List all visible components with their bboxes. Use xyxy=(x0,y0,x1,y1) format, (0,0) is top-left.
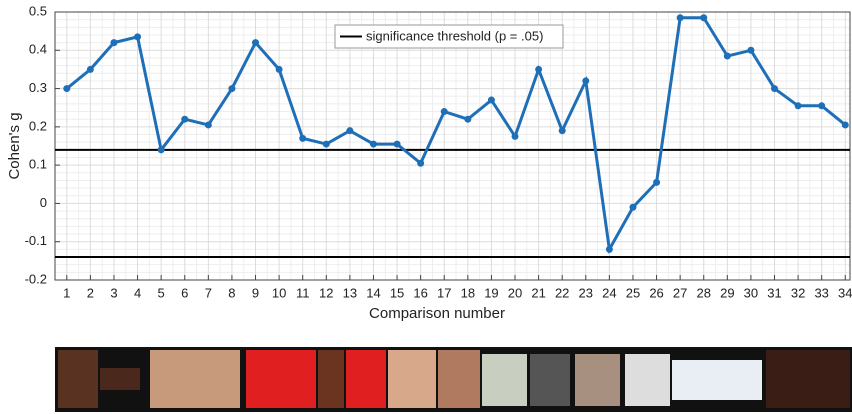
y-tick-label: 0.2 xyxy=(29,118,47,133)
y-tick-label: -0.2 xyxy=(25,271,47,286)
strip-image xyxy=(530,354,570,406)
data-point xyxy=(323,141,330,148)
x-tick-label: 24 xyxy=(602,285,616,300)
stimulus-strip xyxy=(55,347,852,412)
strip-image xyxy=(318,350,344,408)
legend-label: significance threshold (p = .05) xyxy=(366,28,543,43)
x-tick-label: 19 xyxy=(484,285,498,300)
data-point xyxy=(771,85,778,92)
data-point xyxy=(205,121,212,128)
x-tick-label: 5 xyxy=(158,285,165,300)
x-tick-label: 31 xyxy=(767,285,781,300)
x-tick-label: 21 xyxy=(531,285,545,300)
x-tick-label: 16 xyxy=(413,285,427,300)
strip-image xyxy=(766,350,850,408)
data-point xyxy=(110,39,117,46)
plot-frame xyxy=(55,12,850,280)
data-point xyxy=(134,33,141,40)
x-tick-label: 2 xyxy=(87,285,94,300)
strip-image xyxy=(438,350,480,408)
x-tick-label: 13 xyxy=(343,285,357,300)
x-tick-label: 9 xyxy=(252,285,259,300)
x-tick-label: 10 xyxy=(272,285,286,300)
x-tick-label: 33 xyxy=(814,285,828,300)
x-tick-label: 8 xyxy=(228,285,235,300)
data-point xyxy=(87,66,94,73)
x-tick-label: 28 xyxy=(697,285,711,300)
x-tick-label: 6 xyxy=(181,285,188,300)
data-point xyxy=(582,77,589,84)
x-tick-label: 1 xyxy=(63,285,70,300)
y-tick-label: 0.3 xyxy=(29,80,47,95)
data-point xyxy=(700,14,707,21)
strip-image xyxy=(346,350,386,408)
strip-image xyxy=(246,350,316,408)
data-point xyxy=(63,85,70,92)
data-point xyxy=(535,66,542,73)
data-point xyxy=(724,53,731,60)
strip-image xyxy=(388,350,436,408)
data-point xyxy=(394,141,401,148)
grid xyxy=(55,12,850,280)
x-tick-label: 18 xyxy=(461,285,475,300)
x-tick-label: 12 xyxy=(319,285,333,300)
x-tick-label: 15 xyxy=(390,285,404,300)
x-tick-label: 30 xyxy=(744,285,758,300)
x-tick-label: 22 xyxy=(555,285,569,300)
data-point xyxy=(158,146,165,153)
data-point xyxy=(417,160,424,167)
y-axis-title: Cohen's g xyxy=(6,112,23,179)
x-tick-label: 32 xyxy=(791,285,805,300)
data-point xyxy=(677,14,684,21)
x-tick-label: 14 xyxy=(366,285,380,300)
x-tick-label: 20 xyxy=(508,285,522,300)
y-tick-label: 0.4 xyxy=(29,42,47,57)
data-point xyxy=(346,127,353,134)
x-tick-label: 3 xyxy=(110,285,117,300)
x-tick-label: 4 xyxy=(134,285,141,300)
x-tick-label: 29 xyxy=(720,285,734,300)
data-point xyxy=(512,133,519,140)
data-point xyxy=(747,47,754,54)
strip-image xyxy=(150,350,240,408)
x-tick-label: 7 xyxy=(205,285,212,300)
strip-image xyxy=(482,354,527,406)
data-point xyxy=(441,108,448,115)
data-point xyxy=(370,141,377,148)
data-point xyxy=(606,246,613,253)
x-tick-label: 23 xyxy=(579,285,593,300)
data-point xyxy=(228,85,235,92)
strip-image xyxy=(58,350,98,408)
y-tick-label: -0.1 xyxy=(25,233,47,248)
data-point xyxy=(629,204,636,211)
chart: Cohen's g Comparison number significance… xyxy=(0,0,852,414)
data-point xyxy=(464,116,471,123)
data-point xyxy=(276,66,283,73)
strip-image xyxy=(575,354,620,406)
data-point xyxy=(818,102,825,109)
data-point xyxy=(181,116,188,123)
data-point xyxy=(299,135,306,142)
data-point xyxy=(842,121,849,128)
data-point xyxy=(252,39,259,46)
x-tick-label: 34 xyxy=(838,285,852,300)
x-tick-label: 25 xyxy=(626,285,640,300)
x-tick-label: 17 xyxy=(437,285,451,300)
strip-image xyxy=(100,368,140,390)
y-tick-label: 0.5 xyxy=(29,3,47,18)
data-point xyxy=(795,102,802,109)
data-point xyxy=(559,127,566,134)
x-tick-label: 26 xyxy=(649,285,663,300)
x-axis-title: Comparison number xyxy=(369,305,505,322)
strip-image xyxy=(672,360,762,400)
x-tick-label: 11 xyxy=(296,285,310,300)
strip-image xyxy=(625,354,670,406)
data-point xyxy=(653,179,660,186)
x-tick-label: 27 xyxy=(673,285,687,300)
y-tick-label: 0 xyxy=(40,195,47,210)
data-point xyxy=(488,97,495,104)
y-tick-label: 0.1 xyxy=(29,157,47,172)
